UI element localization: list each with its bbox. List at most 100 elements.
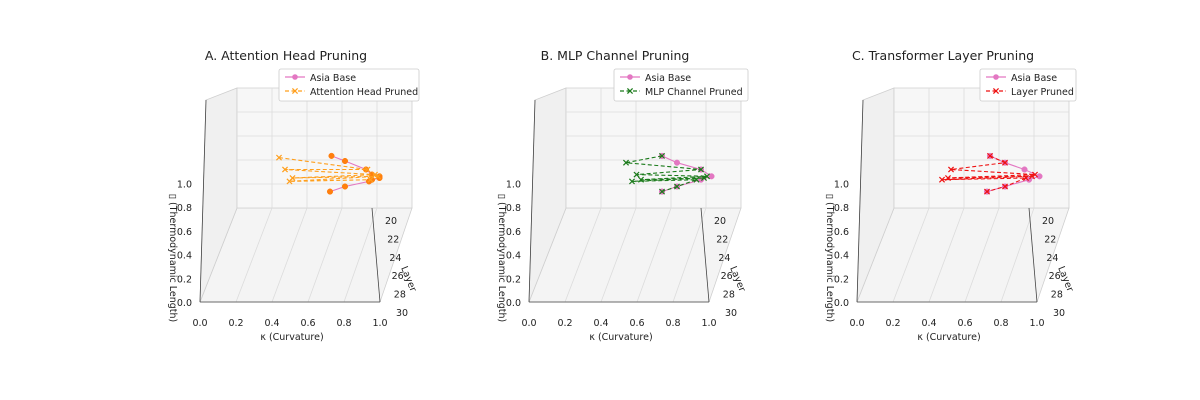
layer-tick-label: 26 [1049, 271, 1061, 282]
legend-label: Attention Head Pruned [310, 87, 418, 98]
legend-label: MLP Channel Pruned [645, 87, 743, 98]
x-tick-label: 0.8 [336, 318, 351, 329]
data-point [944, 174, 952, 182]
back-pane [565, 87, 742, 209]
data-point [371, 171, 379, 178]
x-tick-label: 0.0 [849, 318, 864, 329]
z-axis-label: ▯ (Thermodynamic Length) [496, 194, 507, 323]
layer-tick-label: 24 [389, 253, 401, 264]
z-tick-label: 1.0 [834, 180, 849, 191]
data-point [986, 152, 994, 159]
layer-axis-line [1028, 207, 1038, 303]
axes-frame: 0.0 0.2 0.4 0.6 0.8 1.0 0.0 0.2 0.4 0.6 0.8 1.0 20 22… [506, 87, 742, 329]
z-tick-label: 0.6 [177, 227, 192, 238]
z-tick-label: 0.4 [506, 251, 521, 262]
data-point [633, 171, 640, 178]
data-point [326, 188, 334, 195]
data-point [637, 176, 645, 183]
z-tick-label: 0.2 [506, 274, 521, 285]
z-tick-label: 0.8 [177, 203, 192, 214]
data-point [281, 166, 289, 173]
grid-line [307, 207, 343, 303]
z-tick-label: 1.0 [177, 180, 192, 191]
series-line [278, 157, 379, 182]
z-tick-label: 0.6 [506, 227, 521, 238]
plot-area [275, 152, 383, 195]
data-point [983, 188, 991, 195]
z-tick-label: 0.0 [506, 298, 521, 309]
z-tick-label: 0.4 [177, 251, 192, 262]
x-tick-label: 1.0 [372, 318, 387, 329]
axes-frame: 0.0 0.2 0.4 0.6 0.8 1.0 0.0 0.2 0.4 0.6 0.8 1.0 20 22… [177, 87, 413, 329]
legend-symbol [986, 74, 1006, 80]
x-tick-label: 0.2 [885, 318, 900, 329]
data-point [628, 178, 636, 185]
x-tick-label: 0.0 [521, 318, 536, 329]
x-tick-label: 0.6 [957, 318, 972, 329]
axes-frame: 0.0 0.2 0.4 0.6 0.8 1.0 0.0 0.2 0.4 0.6 0.8 1.0 20 22… [834, 87, 1070, 329]
layer-tick-label: 26 [392, 271, 404, 282]
plot-area [622, 152, 715, 195]
legend-label: Layer Pruned [1011, 87, 1074, 98]
z-tick-label: 0.6 [834, 227, 849, 238]
data-point [1001, 183, 1009, 190]
z-tick-label: 0.8 [506, 203, 521, 214]
layer-tick-label: 28 [1051, 290, 1063, 301]
grid-line [343, 207, 378, 303]
data-point [341, 157, 349, 165]
grid-line [600, 207, 637, 303]
subplot-c: C. Transformer Layer Pruning 0.0 0.2 0.4 0.… [824, 48, 1077, 343]
data-point [658, 152, 666, 159]
layer-tick-label: 30 [1053, 308, 1065, 319]
z-axis-label: ▯ (Thermodynamic Length) [824, 194, 835, 323]
z-axis-line [199, 99, 207, 303]
subplot-title: B. MLP Channel Pruning [541, 48, 690, 63]
data-point [364, 166, 371, 173]
data-point [658, 188, 666, 195]
data-point [374, 173, 382, 180]
subplot-a: A. Attention Head Pruning 0.0 0.2 0.4 0.6 0.… [167, 48, 420, 343]
grid-line [672, 207, 707, 303]
plot-area [938, 152, 1043, 195]
data-point [947, 166, 955, 173]
legend-symbol [285, 74, 305, 80]
legend-label: Asia Base [645, 73, 691, 84]
grid-line [271, 207, 308, 303]
layer-tick-label: 20 [714, 216, 726, 227]
legend-label: Asia Base [1011, 73, 1057, 84]
layer-axis-line [371, 207, 381, 303]
legend-symbol [620, 74, 640, 80]
legend: Asia Base Layer Pruned [979, 68, 1077, 102]
x-tick-label: 0.4 [921, 318, 936, 329]
data-point [708, 173, 715, 180]
layer-tick-label: 28 [394, 290, 406, 301]
data-point [1001, 159, 1009, 166]
data-point [673, 183, 681, 190]
layer-tick-label: 20 [1042, 216, 1054, 227]
z-axis-label: ▯ (Thermodynamic Length) [167, 194, 178, 323]
data-point [1021, 166, 1028, 173]
layer-axis-line [700, 207, 710, 303]
x-tick-label: 0.8 [665, 318, 680, 329]
layer-tick-label: 24 [718, 253, 730, 264]
x-tick-label: 0.2 [228, 318, 243, 329]
layer-tick-label: 26 [721, 271, 733, 282]
layer-tick-label: 22 [716, 234, 728, 245]
legend: Asia Base MLP Channel Pruned [613, 68, 749, 102]
z-tick-label: 0.0 [177, 298, 192, 309]
data-point [693, 176, 700, 183]
subplot-title: C. Transformer Layer Pruning [852, 48, 1034, 63]
data-point [328, 152, 335, 159]
legend-symbol [986, 87, 1006, 95]
x-tick-label: 0.4 [264, 318, 279, 329]
subplot-title: A. Attention Head Pruning [205, 48, 367, 63]
z-tick-label: 0.2 [834, 274, 849, 285]
data-point [1022, 174, 1030, 182]
x-tick-label: 1.0 [1029, 318, 1044, 329]
x-tick-label: 0.6 [300, 318, 315, 329]
data-point [1028, 173, 1036, 180]
z-tick-label: 0.0 [834, 298, 849, 309]
data-point [622, 159, 630, 166]
data-point [703, 173, 711, 180]
data-point [275, 154, 283, 161]
